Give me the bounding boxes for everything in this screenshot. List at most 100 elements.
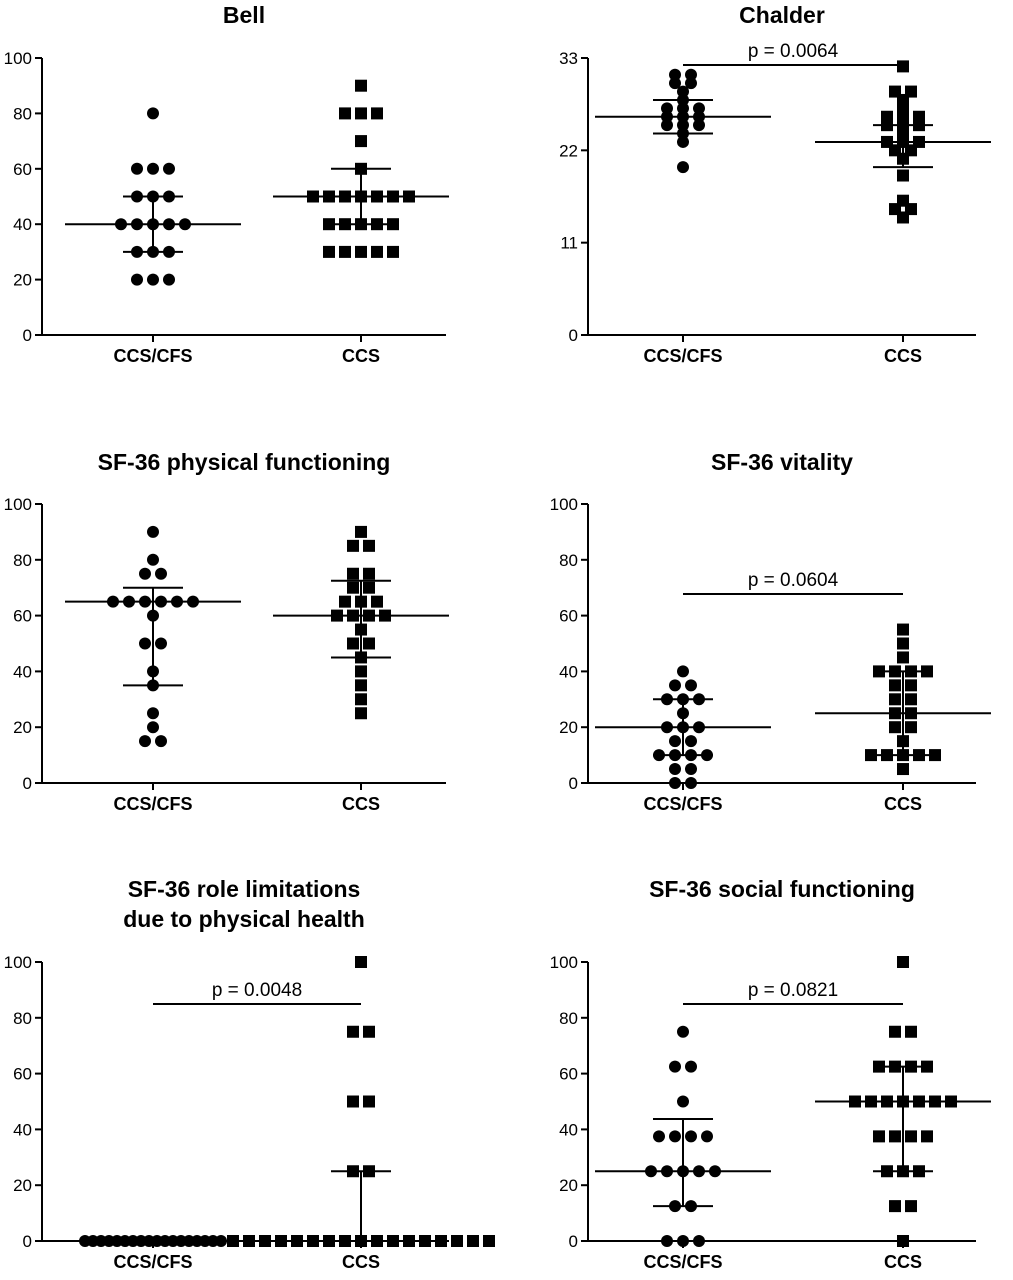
x-category-label: CCS/CFS (113, 794, 192, 814)
panel-bell: Bell 0 20 40 60 80 100 CCS/CFS CCS (4, 2, 449, 366)
data-point (897, 956, 909, 968)
data-point (355, 525, 367, 538)
y-tick-label: 80 (559, 551, 578, 570)
y-tick-label: 60 (559, 1065, 578, 1084)
data-point (347, 567, 359, 580)
data-point (905, 693, 917, 706)
data-point (147, 707, 159, 720)
y-tick-label: 60 (559, 607, 578, 626)
data-point (677, 161, 689, 174)
data-point (323, 245, 335, 258)
chart-title: SF-36 physical functioning (98, 449, 391, 475)
y-tick-label: 40 (13, 662, 32, 681)
x-category-label: CCS (884, 794, 922, 814)
data-point (155, 637, 167, 650)
x-category-label: CCS/CFS (643, 346, 722, 366)
data-point (661, 1235, 673, 1247)
data-point (355, 707, 367, 720)
data-point (147, 553, 159, 566)
data-point (889, 1025, 901, 1038)
data-point (451, 1235, 463, 1247)
data-point (929, 749, 941, 762)
y-tick-label: 100 (550, 495, 578, 514)
y-tick-label: 80 (13, 1009, 32, 1028)
data-point (669, 77, 681, 90)
data-point (355, 679, 367, 692)
data-point (363, 637, 375, 650)
panel-sf36-physical-functioning: SF-36 physical functioning 0 20 40 60 80 100 CC… (4, 449, 449, 814)
data-point (889, 721, 901, 734)
data-point (347, 637, 359, 650)
data-point (897, 60, 909, 73)
p-value-label: p = 0.0048 (212, 980, 302, 1001)
data-point (147, 162, 159, 175)
data-point (677, 85, 689, 98)
data-point (669, 1060, 681, 1073)
chart-title: SF-36 vitality (711, 449, 853, 475)
data-point (355, 693, 367, 706)
data-point (355, 956, 367, 968)
y-tick-label: 33 (559, 49, 578, 68)
data-point (387, 218, 399, 231)
data-point (131, 162, 143, 175)
data-point (339, 245, 351, 258)
y-tick-label: 40 (559, 1120, 578, 1139)
chart-title: due to physical health (123, 906, 365, 932)
x-category-label: CCS/CFS (113, 346, 192, 366)
data-point (661, 102, 673, 115)
y-tick-label: 60 (13, 607, 32, 626)
data-point (677, 135, 689, 148)
chart-title: Chalder (739, 2, 825, 28)
data-point (131, 273, 143, 286)
data-point (323, 218, 335, 231)
y-tick-label: 0 (23, 326, 32, 345)
x-category-label: CCS (342, 794, 380, 814)
y-tick-label: 80 (13, 551, 32, 570)
x-category-label: CCS (884, 346, 922, 366)
y-tick-label: 80 (13, 104, 32, 123)
y-tick-label: 100 (4, 49, 32, 68)
y-tick-label: 0 (23, 1232, 32, 1251)
data-point (227, 1235, 239, 1247)
data-point (693, 119, 705, 132)
data-point (243, 1235, 255, 1247)
y-tick-label: 60 (13, 160, 32, 179)
data-point (347, 581, 359, 594)
data-point (147, 273, 159, 286)
x-category-label: CCS (884, 1252, 922, 1272)
data-point (483, 1235, 495, 1247)
data-point (897, 651, 909, 664)
data-point (347, 539, 359, 552)
data-point (355, 665, 367, 678)
data-point (163, 162, 175, 175)
data-point (905, 1130, 917, 1143)
data-point (155, 567, 167, 580)
data-point (363, 1095, 375, 1108)
data-point (905, 1025, 917, 1038)
data-point (897, 763, 909, 776)
data-point (685, 1060, 697, 1073)
x-category-label: CCS (342, 346, 380, 366)
data-point (355, 245, 367, 258)
data-point (139, 735, 151, 748)
data-point (669, 763, 681, 776)
y-tick-label: 0 (569, 326, 578, 345)
panel-sf36-vitality: SF-36 vitality 0 20 40 60 80 100 CCS/CFS CCS p = … (550, 449, 991, 814)
data-point (897, 169, 909, 182)
data-point (905, 85, 917, 98)
data-point (889, 85, 901, 98)
y-tick-label: 20 (559, 718, 578, 737)
data-point (889, 693, 901, 706)
data-point (355, 107, 367, 120)
data-point (677, 665, 689, 678)
chart-title: Bell (223, 2, 265, 28)
data-point (889, 679, 901, 692)
data-point (693, 1235, 705, 1247)
x-category-label: CCS/CFS (113, 1252, 192, 1272)
data-point (921, 1130, 933, 1143)
data-point (897, 637, 909, 650)
data-point (339, 107, 351, 120)
y-tick-label: 20 (559, 1176, 578, 1195)
chart-title: SF-36 social functioning (649, 876, 915, 902)
